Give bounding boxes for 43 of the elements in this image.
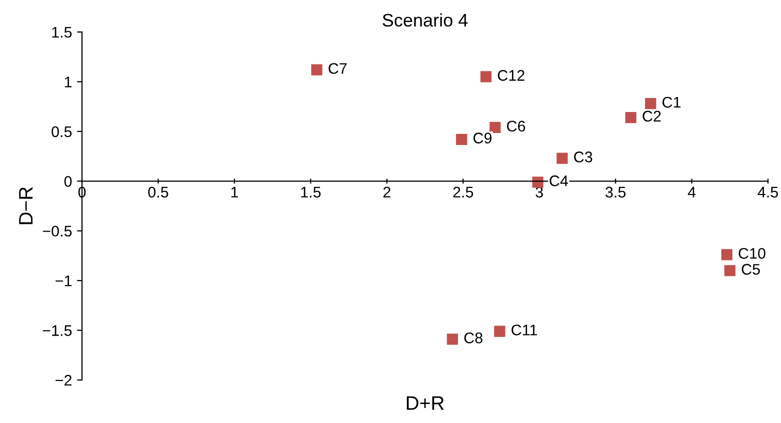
point [625, 112, 636, 124]
y-tick-label: −1 [56, 276, 72, 286]
point [532, 176, 544, 188]
point [311, 64, 322, 76]
x-tick-label: 3.5 [606, 186, 626, 198]
point [446, 334, 458, 345]
annotation: C2 [642, 110, 661, 122]
point [556, 152, 568, 164]
y-tick-label: 0.5 [52, 126, 72, 138]
y-tick-label: −2 [56, 374, 72, 386]
x-tick-label: 4 [688, 186, 696, 198]
x-tick-label: 1.5 [301, 186, 321, 198]
y-tick-label: 1.5 [52, 27, 72, 38]
point [456, 134, 468, 145]
annotation: C12 [498, 70, 524, 81]
annotation: C8 [464, 332, 482, 344]
point [480, 71, 492, 82]
point [490, 122, 501, 134]
annotation: C3 [574, 152, 592, 162]
x-tick-label: 2 [383, 186, 390, 198]
annotation: C1 [662, 96, 681, 108]
annotation: C5 [742, 264, 760, 275]
annotation: C11 [512, 324, 537, 336]
point [721, 249, 732, 260]
x-tick-label: 0.5 [148, 186, 168, 198]
y-tick-label: −0.5 [42, 226, 72, 237]
annotation: C6 [507, 120, 526, 132]
y-axis-title: D−R [19, 187, 33, 224]
annotation: C4 [550, 175, 568, 186]
x-tick-label: 2.5 [453, 186, 474, 198]
point [645, 98, 656, 110]
y-tick-label: −1.5 [42, 325, 72, 336]
annotation: C10 [738, 248, 766, 259]
annotation: C7 [328, 63, 347, 74]
y-tick-label: 0 [64, 176, 72, 187]
point [724, 265, 736, 276]
point [494, 326, 506, 337]
chart-title: Scenario 4 [382, 13, 468, 27]
x-tick-label: 1 [231, 186, 238, 198]
x-tick-label: 4.5 [758, 186, 778, 198]
x-axis-title: D+R [406, 396, 444, 410]
annotation: C9 [473, 132, 492, 144]
y-tick-label: 1 [64, 76, 72, 88]
